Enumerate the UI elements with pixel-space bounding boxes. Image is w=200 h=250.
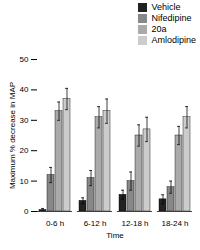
svg-text:Time: Time [106, 230, 124, 239]
html-text:Vehicle: Vehicle [151, 2, 181, 12]
svg-text:12-18 h: 12-18 h [121, 219, 148, 228]
svg-text:40: 40 [20, 85, 29, 94]
svg-text:0-6 h: 0-6 h [46, 219, 64, 228]
svg-text:6-12 h: 6-12 h [84, 219, 107, 228]
svg-text:18-24 h: 18-24 h [161, 219, 188, 228]
svg-text:30: 30 [20, 115, 29, 124]
html-text:20a: 20a [151, 24, 167, 34]
html-text:Nifedipine: Nifedipine [151, 13, 192, 23]
svg-text:50: 50 [20, 55, 29, 64]
svg-text:10: 10 [20, 176, 29, 185]
svg-text:Maximum % decrease in MAP: Maximum % decrease in MAP [8, 81, 17, 188]
svg-text:20: 20 [20, 146, 29, 155]
svg-text:0: 0 [24, 207, 29, 216]
html-text:Amlodipine: Amlodipine [151, 35, 196, 45]
